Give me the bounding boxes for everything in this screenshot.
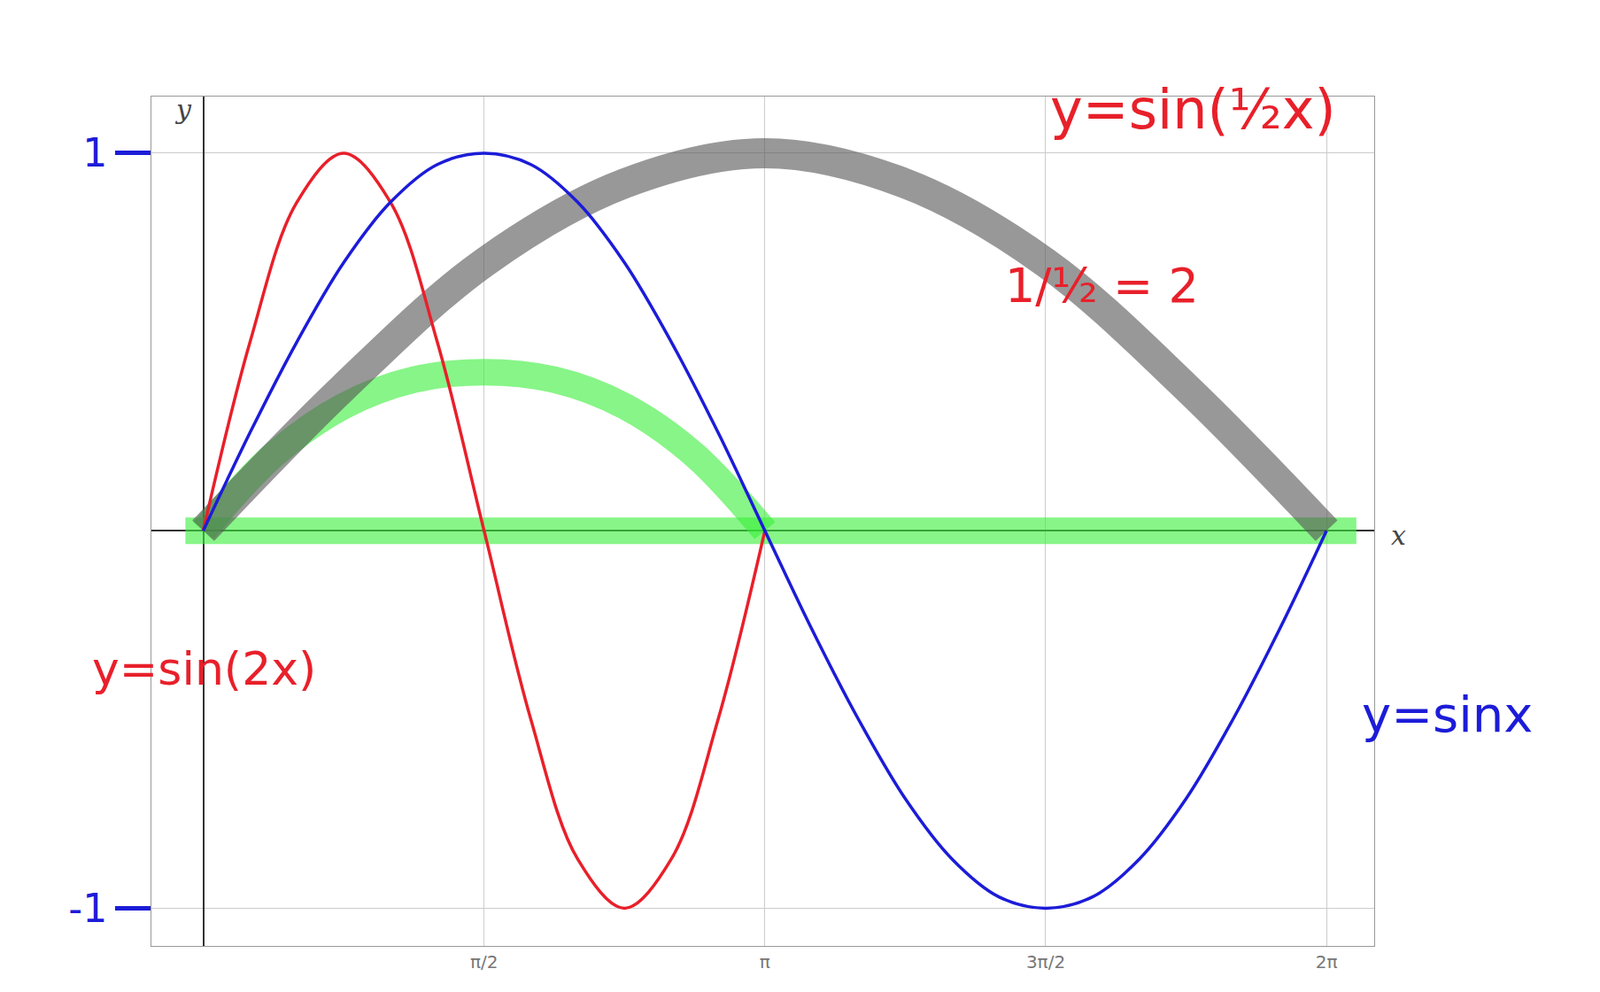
svg-text:y=sin(2x): y=sin(2x) bbox=[92, 641, 317, 696]
svg-text:y: y bbox=[174, 93, 193, 125]
svg-text:1/½ = 2: 1/½ = 2 bbox=[1004, 257, 1199, 314]
svg-text:y=sin(½x): y=sin(½x) bbox=[1050, 77, 1337, 142]
svg-text:y=sinx: y=sinx bbox=[1361, 685, 1533, 743]
svg-text:x: x bbox=[1391, 519, 1407, 551]
svg-text:2π: 2π bbox=[1315, 950, 1338, 973]
svg-text:π/2: π/2 bbox=[470, 950, 499, 973]
svg-text:1: 1 bbox=[82, 130, 108, 176]
svg-text:-1: -1 bbox=[68, 885, 108, 931]
svg-text:3π/2: 3π/2 bbox=[1026, 950, 1066, 973]
svg-text:π: π bbox=[759, 950, 771, 973]
